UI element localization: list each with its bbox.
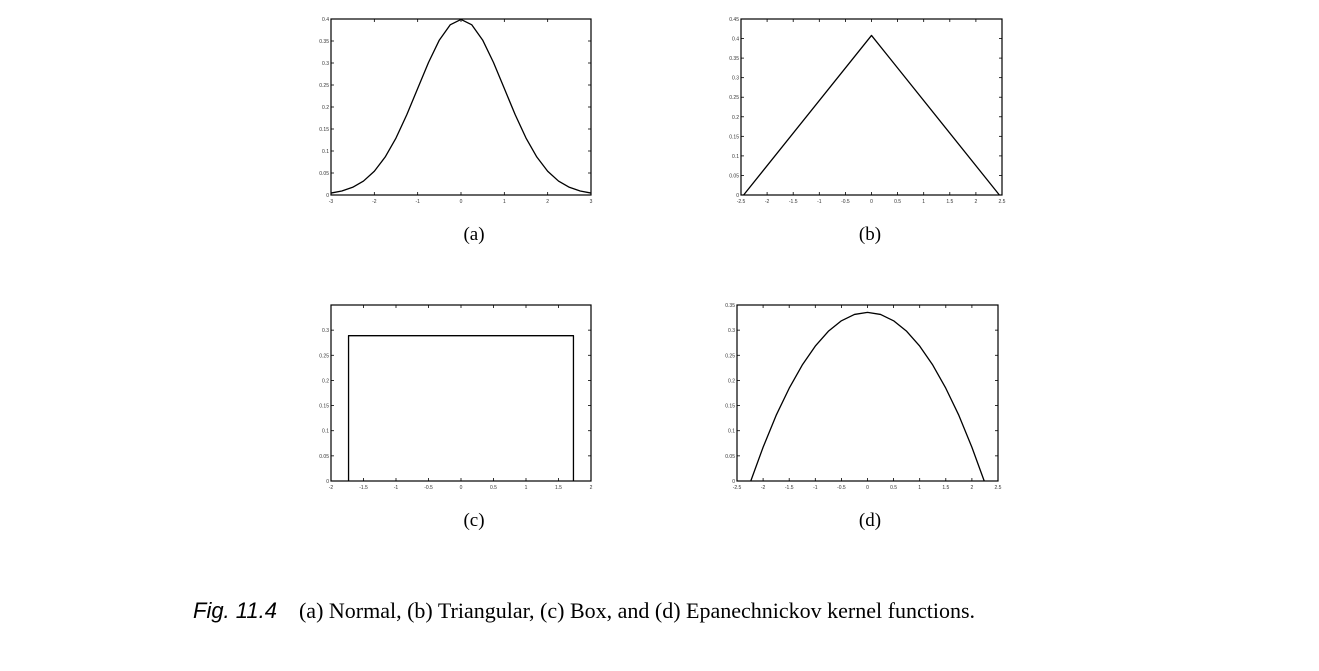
y-tick-label: 0.05 [319, 454, 329, 460]
x-tick-label: 1 [525, 485, 528, 491]
x-tick-label: 1.5 [942, 485, 949, 491]
y-tick-label: 0 [326, 479, 329, 485]
y-tick-label: 0.25 [319, 83, 329, 89]
y-tick-label: 0.3 [322, 61, 329, 67]
caption-text: (a) Normal, (b) Triangular, (c) Box, and… [298, 598, 976, 623]
series-line [750, 311, 985, 482]
y-tick-label: 0.1 [322, 149, 329, 155]
panel-label: (d) [859, 510, 881, 531]
chart-a-normal: -3 -2 -1 0 1 2 3 0 0.05 0.1 0.15 0.2 0.25 0.3 0.35 0.4 (… [319, 17, 592, 245]
y-tick-label: 0.15 [725, 404, 735, 410]
x-tick-label: 0.5 [490, 485, 497, 491]
x-tick-label: -0.5 [424, 485, 433, 491]
x-tick-label: 1 [922, 199, 925, 205]
x-tick-label: -1 [817, 199, 822, 205]
x-tick-label: 0 [870, 199, 873, 205]
plot-frame [740, 18, 1003, 196]
y-tick-label: 0.4 [732, 37, 739, 43]
y-tick-label: 0.3 [732, 76, 739, 82]
x-tick-label: 0 [866, 485, 869, 491]
y-tick-label: 0.15 [319, 127, 329, 133]
y-tick-label: 0.2 [728, 378, 735, 384]
y-tick-label: 0.05 [729, 173, 739, 179]
figure-number: Fig. 11.4 [193, 598, 277, 623]
panel-label: (b) [859, 224, 881, 245]
y-tick-label: 0 [326, 193, 329, 199]
panel-label: (c) [463, 510, 484, 531]
x-tick-label: -1.5 [359, 485, 368, 491]
figure-caption: Fig. 11.4 (a) Normal, (b) Triangular, (c)… [193, 596, 1303, 626]
x-tick-label: 0 [460, 485, 463, 491]
y-tick-label: 0.25 [729, 95, 739, 101]
y-tick-label: 0.1 [728, 429, 735, 435]
x-tick-label: -1 [394, 485, 399, 491]
y-tick-label: 0.2 [322, 105, 329, 111]
x-tick-label: -2 [761, 485, 766, 491]
y-tick-label: 0.25 [319, 353, 329, 359]
plot-frame [736, 304, 999, 482]
y-tick-label: 0.15 [729, 134, 739, 140]
y-tick-label: 0.05 [319, 171, 329, 177]
chart-b-triangular: -2.5 -2 -1.5 -1 -0.5 0 0.5 1 1.5 2 2.5 0 0.05 0.1 0.15… [729, 17, 1005, 245]
y-tick-label: 0.45 [729, 17, 739, 23]
y-tick-label: 0.1 [732, 154, 739, 160]
y-tick-label: 0.35 [319, 39, 329, 45]
x-tick-label: -1.5 [789, 199, 798, 205]
x-tick-label: -2 [372, 199, 377, 205]
chart-d-epanechnikov: -2.5 -2 -1.5 -1 -0.5 0 0.5 1 1.5 2 2.5 0 0.05 0.1 0.15… [725, 303, 1001, 531]
x-tick-label: -2.5 [737, 199, 746, 205]
x-tick-label: 1 [918, 485, 921, 491]
y-tick-label: 0.15 [319, 404, 329, 410]
x-tick-label: -1 [415, 199, 420, 205]
y-tick-label: 0.1 [322, 429, 329, 435]
plot-frame [330, 304, 592, 482]
x-tick-label: 2 [546, 199, 549, 205]
series-line [330, 18, 592, 194]
x-tick-label: -2 [765, 199, 770, 205]
y-tick-label: 0.35 [725, 303, 735, 309]
x-tick-label: 1.5 [946, 199, 953, 205]
x-tick-label: -3 [329, 199, 334, 205]
y-tick-label: 0 [732, 479, 735, 485]
y-tick-label: 0.2 [322, 378, 329, 384]
x-tick-label: -2.5 [733, 485, 742, 491]
chart-c-box: -2 -1.5 -1 -0.5 0 0.5 1 1.5 2 0 0.05 0.1 0.15 0.2 0.25… [319, 304, 593, 531]
x-tick-label: 1 [503, 199, 506, 205]
x-tick-label: 0.5 [890, 485, 897, 491]
x-tick-label: 2.5 [999, 199, 1006, 205]
y-tick-label: 0.3 [322, 328, 329, 334]
series-line [347, 335, 575, 481]
x-tick-label: 3 [590, 199, 593, 205]
y-tick-label: 0.3 [728, 328, 735, 334]
x-tick-label: -0.5 [841, 199, 850, 205]
y-tick-label: 0.05 [725, 454, 735, 460]
x-tick-label: -2 [329, 485, 334, 491]
y-tick-label: 0.2 [732, 115, 739, 121]
y-tick-label: 0.35 [729, 56, 739, 62]
x-tick-label: 2 [971, 485, 974, 491]
x-tick-label: 2 [590, 485, 593, 491]
x-tick-label: 2.5 [995, 485, 1002, 491]
x-tick-label: 1.5 [555, 485, 562, 491]
x-tick-label: 0.5 [894, 199, 901, 205]
x-tick-label: 2 [975, 199, 978, 205]
x-tick-label: 0 [460, 199, 463, 205]
y-tick-label: 0.4 [322, 17, 329, 23]
plot-frame [330, 18, 592, 196]
series-line [743, 34, 1000, 196]
y-tick-label: 0 [736, 193, 739, 199]
x-tick-label: -0.5 [837, 485, 846, 491]
x-tick-label: -1.5 [785, 485, 794, 491]
x-tick-label: -1 [813, 485, 818, 491]
y-tick-label: 0.25 [725, 353, 735, 359]
panel-label: (a) [463, 224, 484, 245]
